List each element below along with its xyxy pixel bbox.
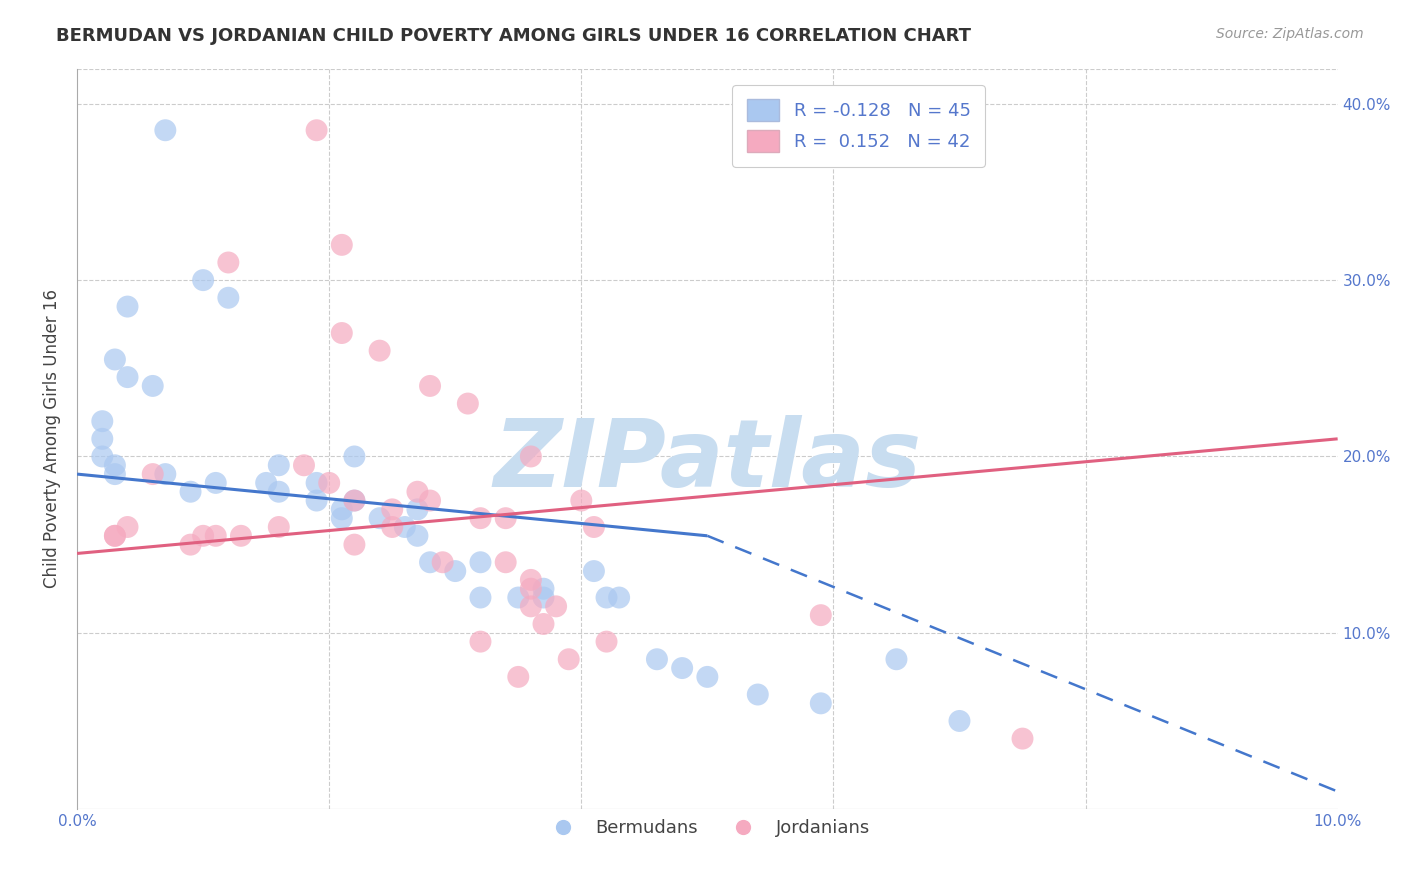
Point <box>394 520 416 534</box>
Point <box>533 591 555 605</box>
Point <box>217 255 239 269</box>
Point <box>217 291 239 305</box>
Point <box>305 123 328 137</box>
Point <box>343 493 366 508</box>
Point <box>368 511 391 525</box>
Point <box>330 502 353 516</box>
Point <box>569 493 592 508</box>
Point <box>444 564 467 578</box>
Point <box>886 652 908 666</box>
Point <box>267 484 290 499</box>
Point <box>810 608 832 623</box>
Point <box>457 396 479 410</box>
Point <box>305 475 328 490</box>
Point <box>204 475 226 490</box>
Legend: Bermudans, Jordanians: Bermudans, Jordanians <box>537 812 877 845</box>
Point <box>495 555 517 569</box>
Point <box>142 379 165 393</box>
Point <box>204 529 226 543</box>
Point <box>343 538 366 552</box>
Point <box>520 599 543 614</box>
Point <box>180 484 202 499</box>
Text: ZIPatlas: ZIPatlas <box>494 415 921 507</box>
Point <box>406 502 429 516</box>
Point <box>343 450 366 464</box>
Point <box>595 591 617 605</box>
Point <box>91 432 114 446</box>
Point <box>305 493 328 508</box>
Point <box>191 529 214 543</box>
Point <box>104 529 127 543</box>
Point <box>330 238 353 252</box>
Point <box>508 670 530 684</box>
Point <box>318 475 340 490</box>
Point <box>810 696 832 710</box>
Point <box>191 273 214 287</box>
Point <box>470 555 492 569</box>
Text: BERMUDAN VS JORDANIAN CHILD POVERTY AMONG GIRLS UNDER 16 CORRELATION CHART: BERMUDAN VS JORDANIAN CHILD POVERTY AMON… <box>56 27 972 45</box>
Point <box>470 591 492 605</box>
Point <box>557 652 579 666</box>
Point <box>645 652 668 666</box>
Point <box>546 599 568 614</box>
Point <box>419 493 441 508</box>
Point <box>520 582 543 596</box>
Point <box>406 484 429 499</box>
Point <box>582 520 605 534</box>
Point <box>330 511 353 525</box>
Point <box>419 379 441 393</box>
Point <box>381 502 404 516</box>
Point <box>267 458 290 473</box>
Point <box>948 714 970 728</box>
Point <box>520 573 543 587</box>
Point <box>91 414 114 428</box>
Point <box>595 634 617 648</box>
Point <box>508 591 530 605</box>
Point <box>229 529 252 543</box>
Y-axis label: Child Poverty Among Girls Under 16: Child Poverty Among Girls Under 16 <box>44 289 60 589</box>
Point <box>292 458 315 473</box>
Point <box>330 326 353 340</box>
Point <box>368 343 391 358</box>
Point <box>470 634 492 648</box>
Point <box>607 591 630 605</box>
Point <box>432 555 454 569</box>
Point <box>533 617 555 632</box>
Point <box>155 467 177 481</box>
Text: Source: ZipAtlas.com: Source: ZipAtlas.com <box>1216 27 1364 41</box>
Point <box>343 493 366 508</box>
Point <box>104 352 127 367</box>
Point <box>582 564 605 578</box>
Point <box>267 520 290 534</box>
Point <box>91 450 114 464</box>
Point <box>696 670 718 684</box>
Point <box>533 582 555 596</box>
Point <box>104 458 127 473</box>
Point <box>155 123 177 137</box>
Point <box>117 370 139 384</box>
Point <box>117 520 139 534</box>
Point <box>406 529 429 543</box>
Point <box>104 467 127 481</box>
Point <box>520 450 543 464</box>
Point <box>671 661 693 675</box>
Point <box>117 300 139 314</box>
Point <box>419 555 441 569</box>
Point <box>470 511 492 525</box>
Point <box>747 688 769 702</box>
Point <box>180 538 202 552</box>
Point <box>254 475 277 490</box>
Point <box>142 467 165 481</box>
Point <box>104 529 127 543</box>
Point <box>1011 731 1033 746</box>
Point <box>381 520 404 534</box>
Point <box>495 511 517 525</box>
